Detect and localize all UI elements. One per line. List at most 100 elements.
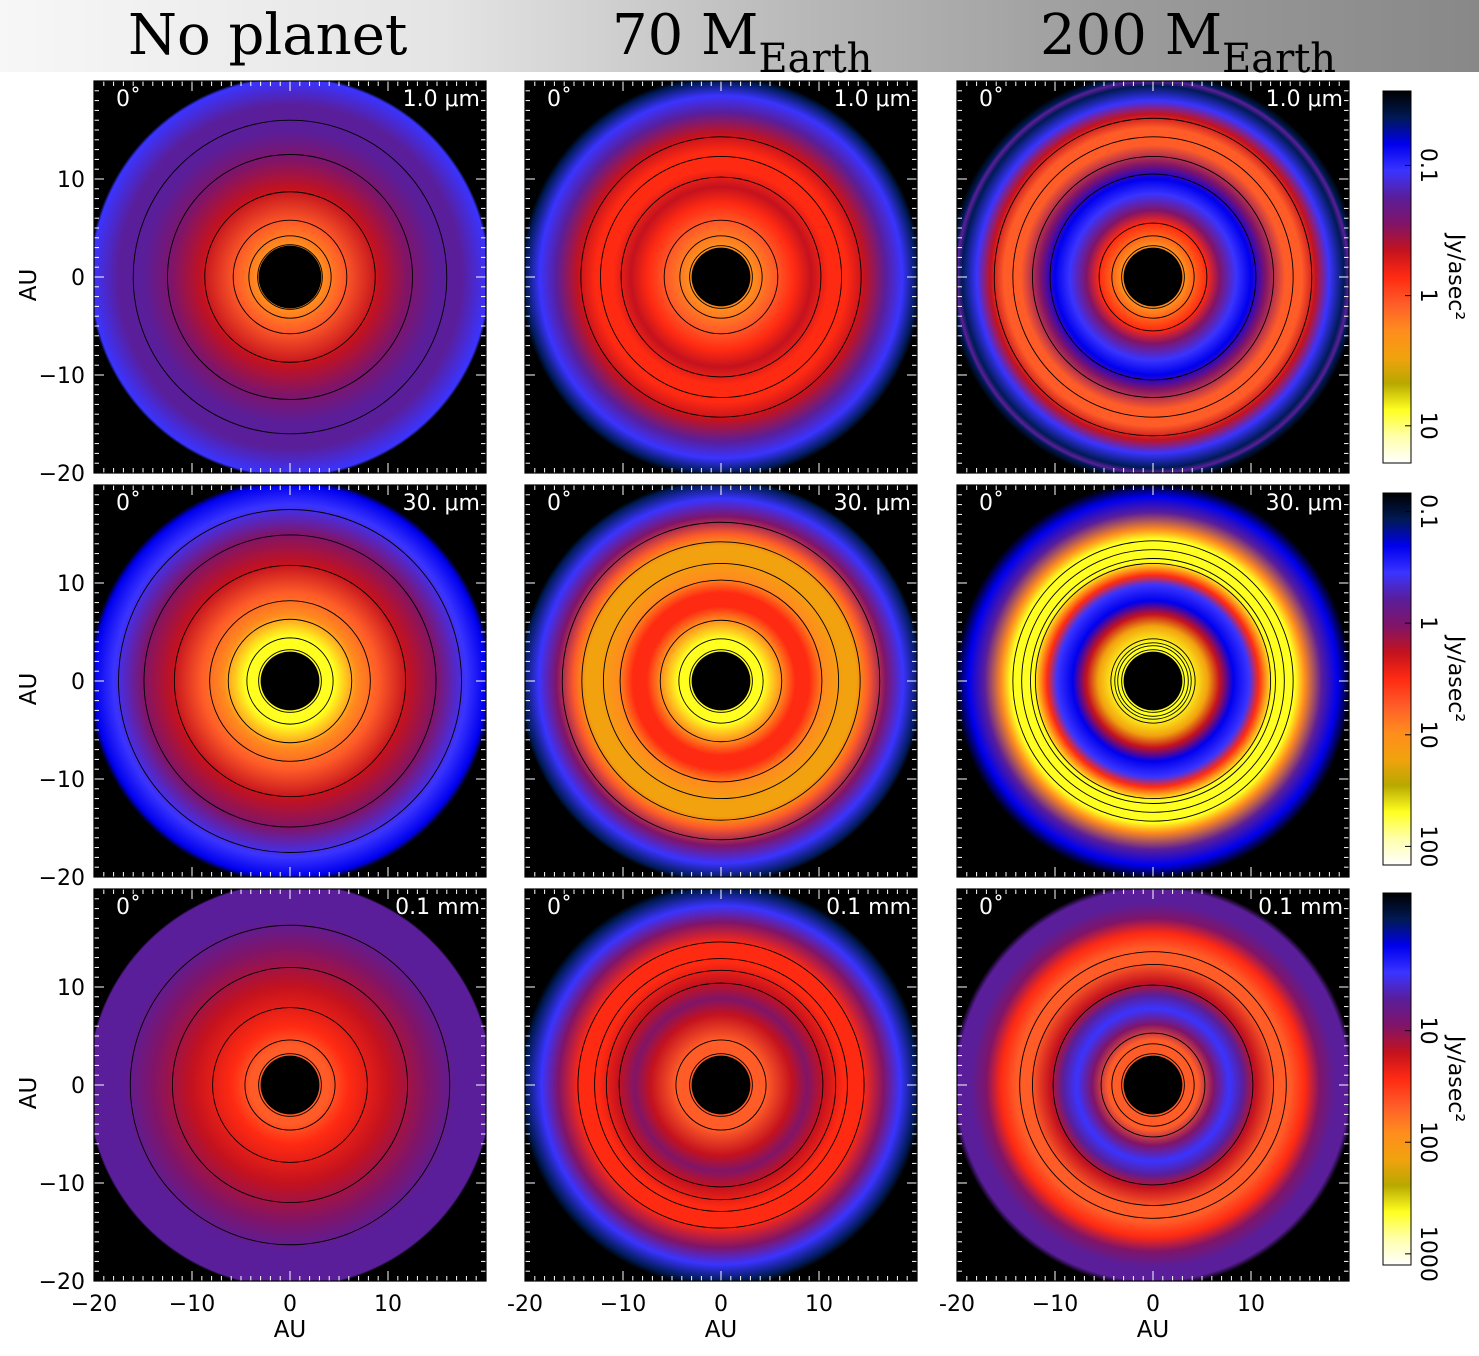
panel-frame [93,888,487,1282]
contour-line [1032,156,1274,398]
wavelength-label: 1.0 μm [834,87,911,112]
contour-line [1111,1043,1195,1127]
inner-cavity [260,651,320,711]
contour-line [118,509,462,853]
contour-line [1117,645,1189,717]
colorbar-tick-label: 0.1 [1415,494,1440,529]
inclination-label: 0˚ [547,491,572,516]
wavelength-label: 0.1 mm [826,895,911,920]
panel-frame [524,80,918,474]
contour-line [581,541,861,821]
panel-axes [957,889,1349,1281]
y-tick-label: −20 [39,462,85,487]
column-title-200-mearth: 200 MEarth [1040,3,1337,83]
contour-line [1012,136,1294,418]
contour-line [1021,549,1285,813]
x-tick-label: 10 [374,1292,402,1317]
y-tick-label: −20 [39,1270,85,1295]
panel-axes [94,889,486,1281]
wavelength-label: 1.0 μm [403,87,480,112]
colorbar-tick-label: 10 [1415,1017,1440,1045]
contour-line [1052,984,1254,1186]
inclination-label: 0˚ [116,87,141,112]
y-axis-label: AU [16,673,42,706]
colorbar-row-1: 0.1 1 10 100 Jy/asec² [1382,492,1468,867]
colorbar-row-0: 0.1 1 10 Jy/asec² [1382,90,1468,464]
panel-axes [525,485,917,877]
colorbar-tick-label: 100 [1415,825,1440,867]
y-tick-label: −10 [39,1172,85,1197]
y-axis-label: AU [16,269,42,302]
inclination-label: 0˚ [116,491,141,516]
contour-line [258,1053,322,1117]
x-axis-label: AU [1137,1317,1170,1343]
wavelength-label: 1.0 μm [1266,87,1343,112]
colorbar-tick-label: 1 [1415,289,1440,303]
colorbar-tick-label: 0.1 [1415,148,1440,183]
contour-line [580,136,862,418]
y-tick-label: 0 [71,266,85,291]
panel-frame [956,888,1350,1282]
x-axis-label: AU [705,1317,738,1343]
contour-line [1012,540,1294,822]
contour-line [167,154,413,400]
y-tick-label: 10 [57,572,85,597]
contour-line [663,219,779,335]
inner-cavity [260,1055,320,1115]
contour-line [620,176,822,378]
contour-line [619,579,823,783]
contour-line [1111,235,1195,319]
y-tick-label: −10 [39,768,85,793]
contour-line [1032,964,1274,1206]
x-tick-label: 0 [714,1292,728,1317]
contour-line [689,1053,753,1117]
x-tick-label: −20 [71,1292,117,1317]
inclination-label: 0˚ [116,895,141,920]
panel-frame [93,484,487,878]
contour-line [227,618,353,744]
panel-r1-c1: 0˚ 30. μm [524,484,918,878]
x-tick-label: −10 [169,1292,215,1317]
x-tick-label: 0 [1146,1292,1160,1317]
colorbar-gradient [1382,892,1412,1266]
wavelength-label: 30. μm [1266,491,1343,516]
contour-line [561,521,881,841]
contour-line [689,245,753,309]
contour-line [1049,173,1257,381]
inclination-label: 0˚ [979,895,1004,920]
panel-axes [525,889,917,1281]
y-tick-label: −20 [39,866,85,891]
inner-cavity [691,1055,751,1115]
contour-line [143,534,437,828]
colorbar-label: Jy/asec² [1443,232,1468,320]
panel-r1-c2: 0˚ 30. μm [956,484,1350,878]
contour-line [1110,638,1196,724]
contour-line [257,244,323,310]
contour-line [258,649,322,713]
contour-line [600,156,842,398]
contour-line [678,638,764,724]
contour-line [993,117,1313,437]
inner-cavity [691,247,751,307]
contour-line [204,191,376,363]
contour-line [1030,558,1276,804]
x-tick-label: −10 [1032,1292,1078,1317]
contour-line [1121,649,1185,713]
x-tick-label: -20 [507,1292,543,1317]
panel-r0-c2: 0˚ 1.0 μm [956,80,1350,474]
y-tick-label: 0 [71,1074,85,1099]
contour-line [594,958,848,1212]
contour-line [132,119,448,435]
contour-line [232,219,348,335]
wavelength-label: 0.1 mm [1258,895,1343,920]
inner-cavity [1123,1055,1183,1115]
inner-cavity [1123,247,1183,307]
colorbar-tick-label: 1000 [1415,1226,1440,1282]
contour-line [1114,642,1192,720]
x-axis-label: AU [274,1317,307,1343]
contour-line [171,966,409,1204]
panel-axes [957,485,1349,877]
x-tick-label: −10 [600,1292,646,1317]
contour-line [248,235,332,319]
x-tick-label: -20 [939,1292,975,1317]
